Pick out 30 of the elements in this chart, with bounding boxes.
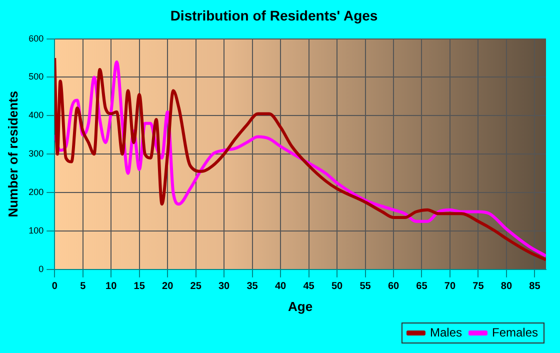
x-tick-label: 60 bbox=[388, 281, 400, 292]
x-tick-label: 35 bbox=[246, 281, 258, 292]
x-tick-label: 75 bbox=[472, 281, 484, 292]
x-tick-label: 30 bbox=[218, 281, 230, 292]
x-tick-label: 80 bbox=[500, 281, 512, 292]
legend-label: Females bbox=[492, 325, 538, 340]
x-tick-label: 50 bbox=[331, 281, 344, 292]
y-axis-title: Number of residents bbox=[5, 90, 20, 218]
x-tick-label: 45 bbox=[303, 281, 315, 292]
y-tick-label: 400 bbox=[28, 110, 44, 120]
x-tick-label: 5 bbox=[80, 281, 86, 292]
legend-label: Males bbox=[430, 325, 462, 340]
y-tick-label: 0 bbox=[38, 264, 44, 274]
x-tick-label: 55 bbox=[360, 281, 372, 292]
x-tick-label: 10 bbox=[106, 281, 118, 292]
x-tick-label: 70 bbox=[444, 281, 456, 292]
x-tick-label: 85 bbox=[529, 281, 541, 292]
y-tick-label: 500 bbox=[28, 72, 44, 82]
y-tick-label: 100 bbox=[28, 225, 44, 236]
x-tick-label: 65 bbox=[416, 281, 428, 292]
x-tick-label: 15 bbox=[134, 281, 146, 292]
y-tick-label: 600 bbox=[28, 33, 44, 44]
x-axis-title: Age bbox=[288, 298, 313, 314]
y-tick-label: 300 bbox=[28, 148, 44, 159]
x-tick-label: 25 bbox=[190, 281, 202, 292]
chart-title: Distribution of Residents' Ages bbox=[170, 7, 378, 24]
x-tick-label: 0 bbox=[52, 281, 58, 292]
x-tick-label: 40 bbox=[274, 281, 287, 292]
y-tick-label: 200 bbox=[28, 187, 44, 198]
x-tick-label: 20 bbox=[162, 281, 174, 292]
